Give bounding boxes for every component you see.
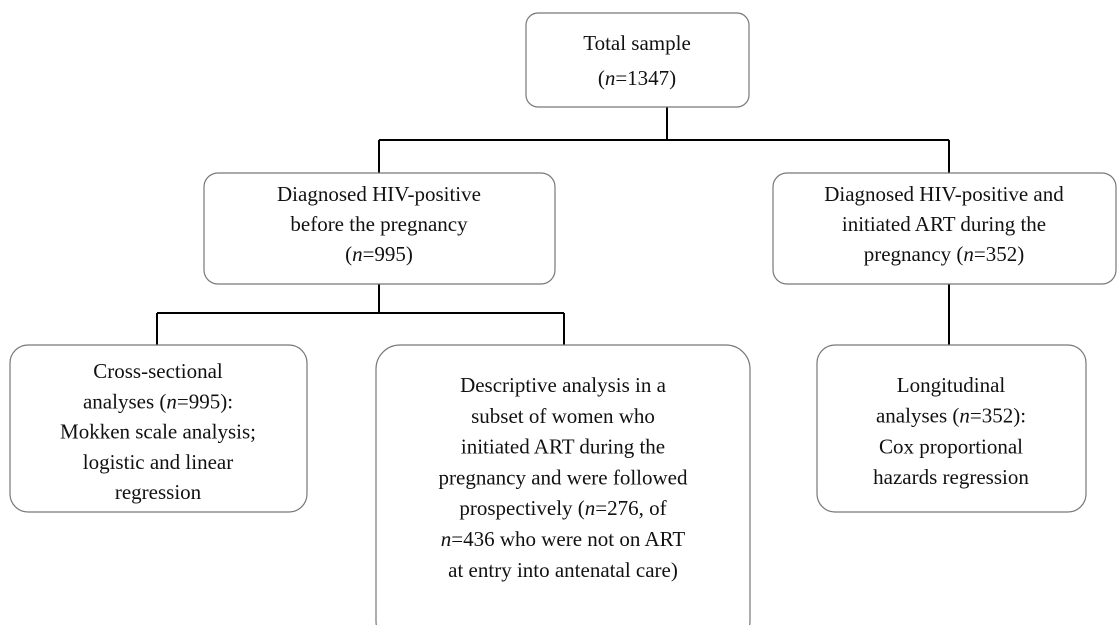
node-text: at entry into antenatal care) bbox=[448, 558, 678, 582]
node-text: (n=995) bbox=[345, 242, 413, 266]
node-text: prospectively (n=276, of bbox=[459, 496, 666, 520]
node-text: regression bbox=[115, 480, 202, 504]
node-text: Total sample bbox=[583, 31, 691, 55]
node-text: Longitudinal bbox=[897, 373, 1006, 397]
node-box bbox=[772, 172, 1117, 285]
node-text: pregnancy and were followed bbox=[439, 465, 688, 489]
node-box bbox=[816, 344, 1087, 513]
node-text: Diagnosed HIV-positive bbox=[277, 182, 481, 206]
connector bbox=[156, 284, 565, 345]
node-text: Descriptive analysis in a bbox=[460, 373, 667, 397]
node-text: initiated ART during the bbox=[842, 212, 1046, 236]
node-text: Diagnosed HIV-positive and bbox=[824, 182, 1064, 206]
node-text: Mokken scale analysis; bbox=[60, 419, 256, 443]
node-text: n=436 who were not on ART bbox=[441, 527, 686, 551]
node-box bbox=[525, 12, 750, 108]
node-text: before the pregnancy bbox=[290, 212, 468, 236]
node-text: hazards regression bbox=[873, 465, 1029, 489]
node-text: analyses (n=352): bbox=[876, 404, 1026, 428]
node-text: Cox proportional bbox=[879, 434, 1023, 458]
node-box bbox=[375, 344, 751, 625]
node-text: analyses (n=995): bbox=[83, 389, 233, 413]
node-box bbox=[203, 172, 556, 285]
connector bbox=[378, 107, 950, 173]
node-text: initiated ART during the bbox=[461, 434, 665, 458]
node-text: (n=1347) bbox=[598, 66, 676, 90]
node-text: Cross-sectional bbox=[93, 359, 223, 383]
node-text: logistic and linear bbox=[83, 450, 233, 474]
node-text: subset of women who bbox=[471, 404, 655, 428]
node-text: pregnancy (n=352) bbox=[864, 242, 1025, 266]
node-box bbox=[9, 344, 308, 513]
